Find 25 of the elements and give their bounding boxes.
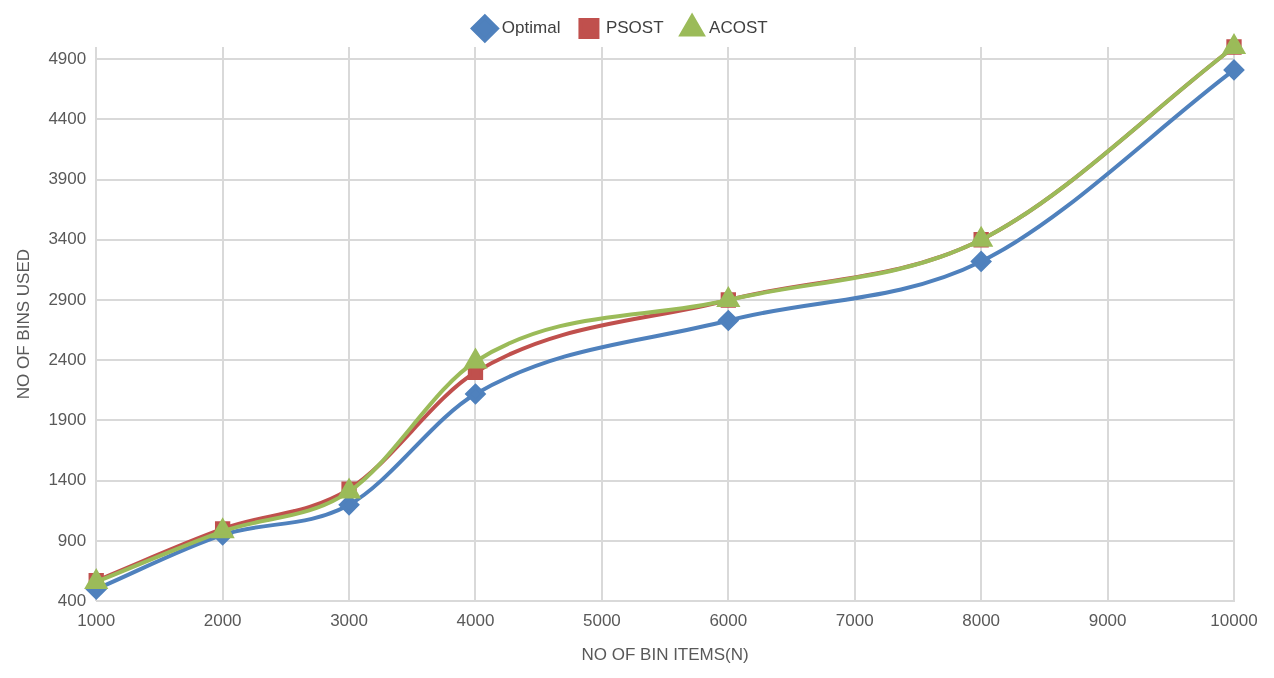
x-tick-label: 7000 <box>835 611 874 631</box>
y-tick-label: 4900 <box>48 48 87 68</box>
legend-label: ACOST <box>709 18 768 38</box>
legend-label: Optimal <box>501 18 561 38</box>
y-tick-label: 2900 <box>48 289 87 309</box>
legend-label: PSOST <box>605 18 664 38</box>
y-axis-title: NO OF BINS USED <box>13 249 33 400</box>
x-tick-label: 8000 <box>962 611 1001 631</box>
y-tick-label: 900 <box>57 530 87 550</box>
x-tick-label: 6000 <box>709 611 748 631</box>
x-tick-label: 10000 <box>1210 611 1258 631</box>
y-tick-label: 1400 <box>48 470 87 490</box>
y-tick-label: 2400 <box>48 349 87 369</box>
y-tick-label: 4400 <box>48 108 87 128</box>
x-tick-label: 2000 <box>203 611 242 631</box>
x-tick-label: 4000 <box>456 611 495 631</box>
x-axis-title: NO OF BIN ITEMS(N) <box>581 645 749 665</box>
y-tick-label: 3400 <box>48 229 87 249</box>
y-tick-label: 3900 <box>48 169 87 189</box>
y-tick-label: 400 <box>57 590 87 610</box>
x-tick-label: 1000 <box>77 611 116 631</box>
x-tick-label: 9000 <box>1088 611 1127 631</box>
x-tick-label: 5000 <box>582 611 621 631</box>
x-tick-label: 3000 <box>330 611 368 631</box>
y-tick-label: 1900 <box>48 410 87 430</box>
